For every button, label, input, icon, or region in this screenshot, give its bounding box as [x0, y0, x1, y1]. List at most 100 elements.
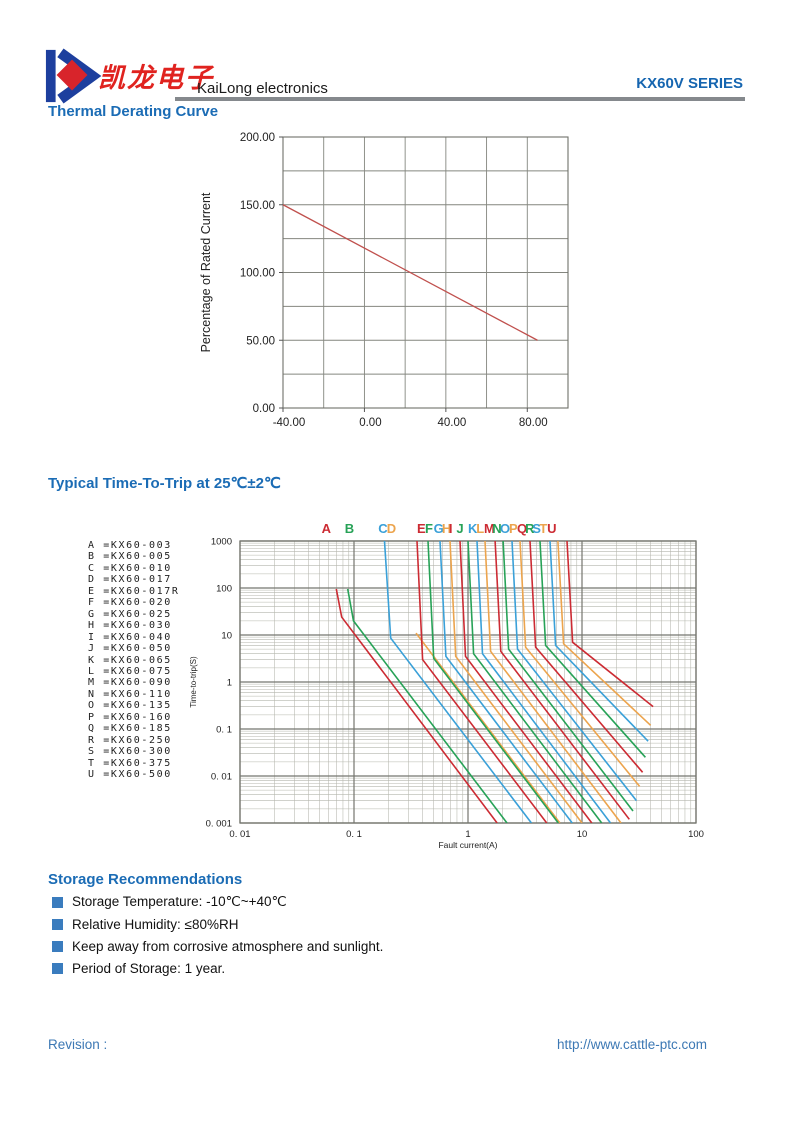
y-tick-label: 0.00 [253, 403, 275, 415]
y-tick-label: 50.00 [246, 335, 275, 347]
trip-curve-M [494, 541, 630, 820]
trip-curve-N [502, 541, 634, 812]
legend-item-Q: Q =KX60-185 [88, 723, 172, 735]
trip-section-title: Typical Time-To-Trip at 25℃±2℃ [48, 475, 281, 492]
legend-item-R: R =KX60-250 [88, 734, 172, 746]
trip-curve-Q [529, 541, 644, 773]
curve-letter-L: L [476, 521, 484, 536]
storage-item: Storage Temperature: -10℃~+40℃ [52, 893, 287, 911]
legend-item-T: T =KX60-375 [88, 757, 172, 769]
trip-curve-G [439, 541, 573, 823]
trip-curve-J [467, 541, 603, 823]
y-tick-label: 1000 [211, 537, 232, 548]
bullet-square-icon [52, 940, 63, 952]
y-tick-label: 0. 1 [216, 725, 232, 736]
x-tick-label: 0. 01 [229, 829, 250, 840]
y-tick-label: 100 [216, 584, 232, 595]
trip-curve-D [415, 632, 561, 823]
trip-curve-legend: A =KX60-003 B =KX60-005 C =KX60-010 D =KX60… [88, 540, 179, 781]
storage-section-title: Storage Recommendations [48, 871, 243, 888]
legend-item-E: E =KX60-017R [88, 585, 180, 597]
legend-item-A: A =KX60-003 [88, 540, 172, 551]
curve-letter-O: O [500, 521, 510, 536]
trip-curve-L [484, 541, 622, 823]
x-tick-label: 40.00 [437, 417, 466, 429]
curve-letter-N: N [492, 521, 501, 536]
legend-item-U: U =KX60-500 [88, 769, 172, 781]
curve-letter-Q: Q [517, 521, 527, 536]
website-link[interactable]: http://www.cattle-ptc.com [556, 1037, 707, 1052]
trip-curve-C [383, 541, 533, 823]
trip-curve-U [566, 541, 654, 708]
bullet-square-icon [52, 896, 63, 908]
trip-curve-K [476, 541, 612, 823]
curve-letter-M: M [484, 521, 495, 536]
trip-curve-I [459, 541, 593, 823]
legend-item-D: D =KX60-017 [88, 574, 172, 586]
y-tick-label: 150.00 [240, 200, 275, 212]
trip-curve-A [335, 588, 498, 823]
y-tick-label: 1 [227, 678, 232, 689]
storage-item-text: Period of Storage: 1 year. [72, 960, 226, 976]
trip-curve-B [346, 588, 508, 823]
y-tick-label: 0. 001 [206, 819, 232, 830]
legend-item-G: G =KX60-025 [88, 608, 172, 620]
curve-letter-H: H [442, 521, 451, 536]
bullet-square-icon [52, 918, 63, 930]
y-tick-label: 200.00 [240, 132, 275, 144]
revision-label: Revision : [48, 1037, 108, 1052]
x-tick-label: 0. 1 [346, 829, 362, 840]
brand-english: KaiLong electronics [197, 80, 328, 97]
curve-letter-D: D [387, 521, 396, 536]
trip-curve-H [449, 541, 583, 823]
legend-item-N: N =KX60-110 [88, 688, 172, 700]
legend-item-H: H =KX60-030 [88, 620, 172, 632]
thermal-derating-chart: 0.00 50.00 100.00 150.00 200.00 -40.00 0.00 40.… [199, 132, 569, 429]
series-title: KX60V SERIES [636, 75, 743, 92]
storage-item: Keep away from corrosive atmosphere and … [52, 937, 383, 955]
bullet-square-icon [52, 962, 63, 974]
storage-item: Relative Humidity: ≤80%RH [52, 915, 238, 933]
logo-diamond [56, 59, 88, 91]
storage-item: Period of Storage: 1 year. [52, 959, 225, 977]
legend-item-S: S =KX60-300 [88, 746, 172, 758]
legend-item-C: C =KX60-010 [88, 562, 172, 574]
y-tick-label: 10 [221, 631, 232, 642]
curve-letter-G: G [434, 521, 444, 536]
y-axis-title: Percentage of Rated Current [199, 192, 213, 352]
curve-letter-U: U [547, 521, 556, 536]
x-tick-label: 0.00 [359, 417, 381, 429]
legend-item-B: B =KX60-005 [88, 551, 172, 563]
curve-letter-F: F [425, 521, 433, 536]
legend-item-F: F =KX60-020 [88, 597, 172, 609]
curve-letter-T: T [539, 521, 547, 536]
trip-curve-O [511, 541, 638, 802]
curve-letter-P: P [509, 521, 518, 536]
logo-chevron [57, 48, 102, 104]
trip-curve-S [549, 541, 649, 742]
legend-item-P: P =KX60-160 [88, 711, 172, 723]
curve-letter-C: C [378, 521, 388, 536]
x-axis-title: Fault current(A) [438, 840, 497, 850]
x-tick-label: -40.00 [273, 417, 306, 429]
y-axis-title: Time-to-trip(S) [189, 656, 198, 708]
curve-letter-A: A [322, 521, 332, 536]
legend-item-K: K =KX60-065 [88, 654, 172, 666]
storage-item-text: Storage Temperature: -10℃~+40℃ [72, 894, 287, 909]
curve-letter-J: J [456, 521, 463, 536]
legend-item-I: I =KX60-040 [88, 631, 172, 643]
trip-curve-P [519, 541, 641, 787]
brand-chinese: 凯龙电子 [98, 63, 214, 94]
legend-item-O: O =KX60-135 [88, 700, 172, 712]
legend-item-J: J =KX60-050 [88, 643, 172, 655]
trip-curve-R [539, 541, 646, 758]
x-tick-label: 80.00 [519, 417, 548, 429]
trip-curve-T [557, 541, 652, 726]
legend-item-M: M =KX60-090 [88, 677, 172, 689]
curve-letter-B: B [345, 521, 354, 536]
curve-letter-K: K [468, 521, 478, 536]
legend-item-L: L =KX60-075 [88, 665, 172, 677]
storage-item-text: Relative Humidity: ≤80%RH [72, 916, 239, 932]
